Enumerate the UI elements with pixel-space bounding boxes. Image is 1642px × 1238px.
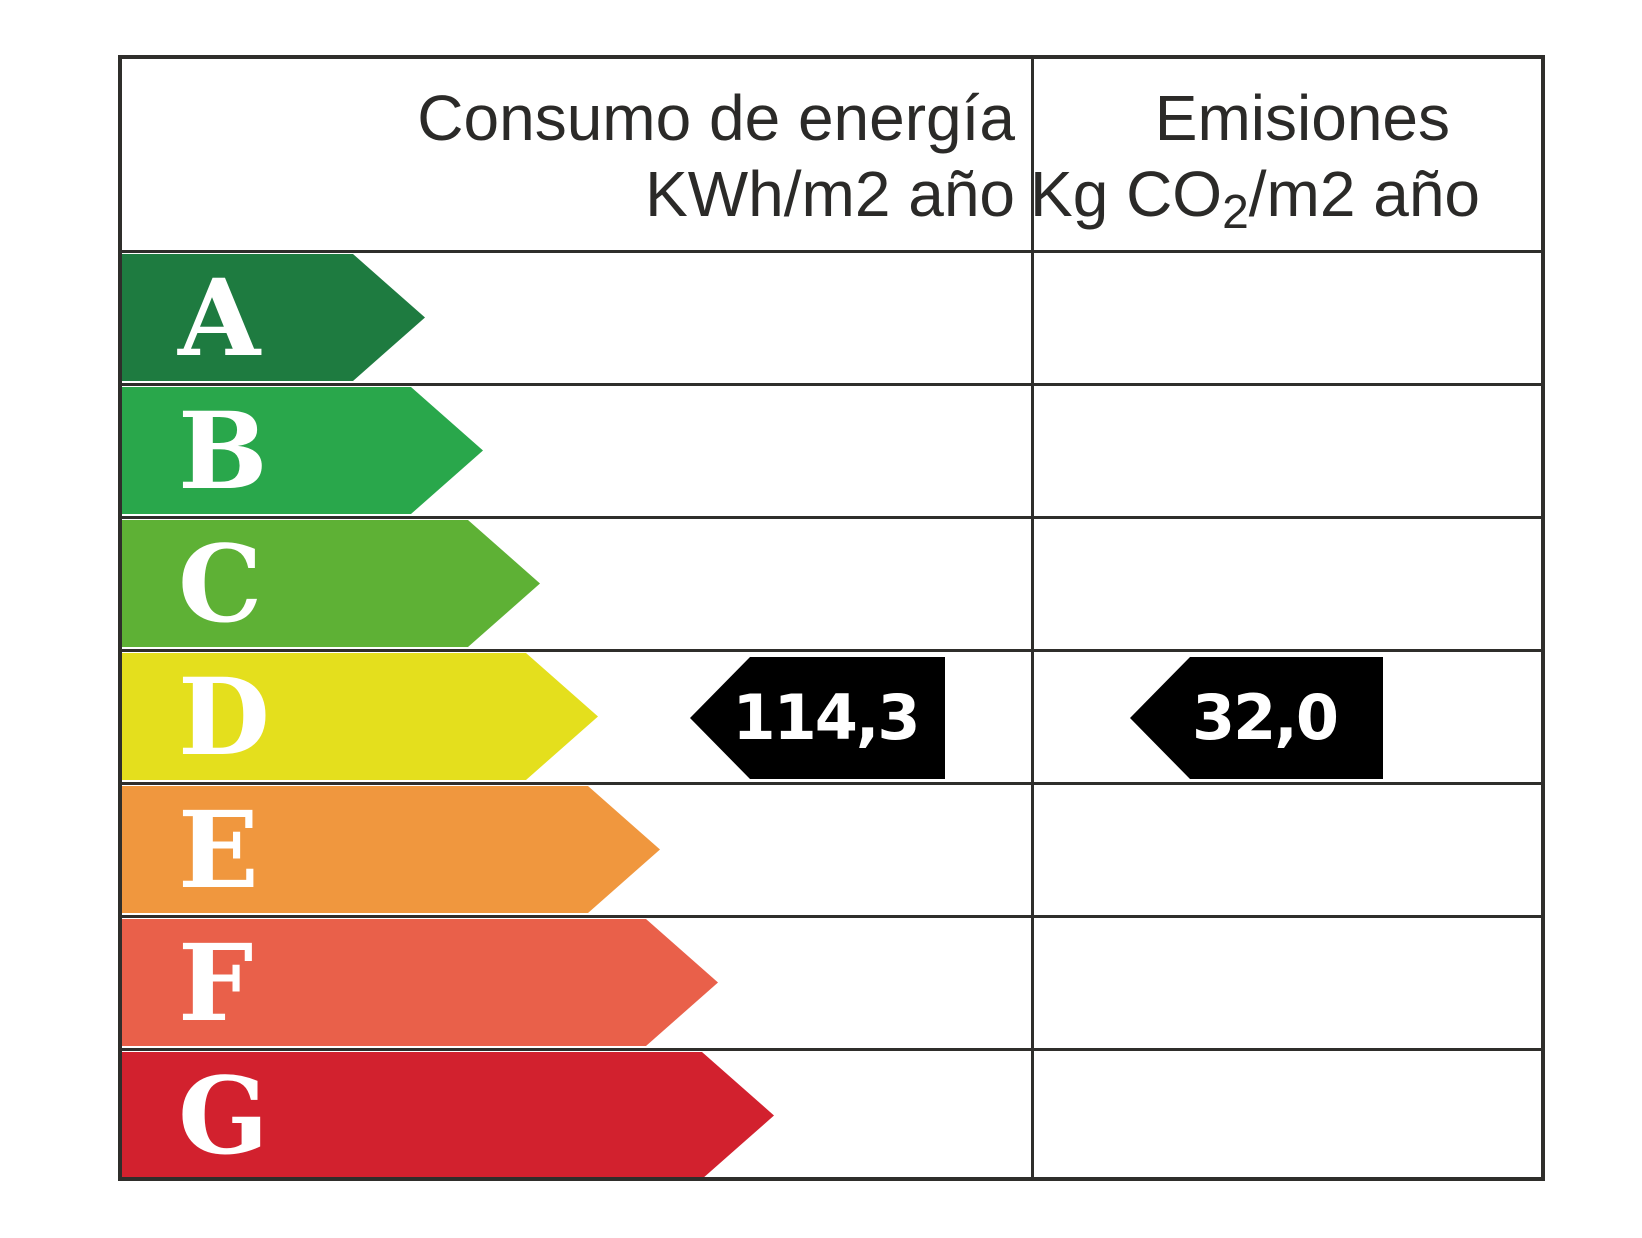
band-f: F	[122, 919, 718, 1046]
consumption-value-pointer: 114,3	[690, 657, 945, 779]
energy-column-header: Consumo de energía KWh/m2 año	[140, 80, 1015, 232]
band-g: G	[122, 1052, 774, 1179]
emissions-column-header: Emisiones Kg CO2/m2 año	[1030, 80, 1480, 239]
emissions-value: 32,0	[1192, 681, 1339, 754]
consumption-value: 114,3	[732, 681, 920, 754]
row-divider	[118, 649, 1545, 652]
band-g-letter: G	[178, 1052, 269, 1178]
band-d: D	[122, 653, 598, 780]
band-b: B	[122, 387, 483, 514]
emissions-value-pointer: 32,0	[1130, 657, 1383, 779]
band-c-letter: C	[178, 520, 263, 646]
column-divider	[1031, 55, 1034, 1181]
band-d-letter: D	[178, 653, 270, 779]
band-e-letter: E	[178, 786, 259, 912]
emissions-column-units: Kg CO2/m2 año	[1030, 156, 1480, 239]
emissions-units-subscript: 2	[1222, 186, 1249, 239]
band-e: E	[122, 786, 660, 913]
band-b-letter: B	[178, 387, 268, 513]
row-divider	[118, 915, 1545, 918]
emissions-column-title: Emisiones	[1154, 82, 1450, 154]
band-c: C	[122, 520, 540, 647]
emissions-units-suffix: /m2 año	[1248, 158, 1481, 230]
row-divider	[118, 1048, 1545, 1051]
band-f-letter: F	[178, 919, 254, 1045]
band-a: A	[122, 254, 425, 381]
row-divider	[118, 516, 1545, 519]
energy-column-units: KWh/m2 año	[645, 158, 1015, 230]
emissions-units-prefix: Kg CO	[1030, 158, 1223, 230]
row-divider	[118, 383, 1545, 386]
row-divider	[118, 782, 1545, 785]
header-divider	[118, 250, 1545, 253]
energy-column-title: Consumo de energía	[417, 82, 1015, 154]
band-a-letter: A	[178, 254, 261, 380]
